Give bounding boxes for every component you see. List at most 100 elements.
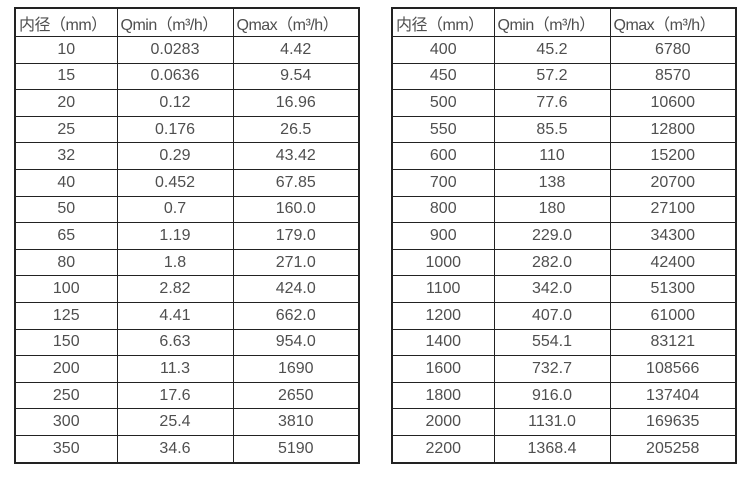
- table-cell-qmin: 342.0: [493, 275, 611, 303]
- table-cell-qmin: 0.452: [116, 168, 234, 197]
- table-cell-diameter: 15: [14, 62, 118, 91]
- table-cell-qmax: 27100: [609, 195, 737, 224]
- table-cell-qmax: 137404: [609, 381, 737, 410]
- table-cell-diameter: 1600: [391, 355, 495, 383]
- table-cell-diameter: 550: [391, 115, 495, 144]
- table-cell-qmax: 6780: [609, 36, 737, 64]
- table-cell-qmin: 229.0: [493, 222, 611, 250]
- table-row: 150 6.63 954.0: [14, 328, 360, 357]
- table-cell-qmin: 1368.4: [493, 434, 611, 464]
- table-cell-diameter: 2000: [391, 408, 495, 436]
- table-cell-qmin: 1.8: [116, 248, 234, 277]
- table-cell-qmin: 1131.0: [493, 408, 611, 436]
- table-cell-diameter: 150: [14, 328, 118, 357]
- table-row: 350 34.6 5190: [14, 434, 360, 464]
- table-cell-qmin: 732.7: [493, 355, 611, 383]
- table-cell-diameter: 900: [391, 222, 495, 250]
- table-row: 15 0.0636 9.54: [14, 62, 360, 91]
- table-cell-qmin: 0.29: [116, 142, 234, 170]
- table-cell-qmax: 5190: [232, 434, 360, 464]
- table-cell-diameter: 32: [14, 142, 118, 170]
- table-cell-diameter: 1400: [391, 328, 495, 357]
- table-cell-qmin: 34.6: [116, 434, 234, 464]
- table-cell-diameter: 200: [14, 355, 118, 383]
- table-row: 1200 407.0 61000: [391, 301, 737, 330]
- table-cell-diameter: 80: [14, 248, 118, 277]
- table-cell-qmin: 0.12: [116, 89, 234, 117]
- table-row: 250 17.6 2650: [14, 381, 360, 410]
- table-cell-qmax: 67.85: [232, 168, 360, 197]
- table-cell-qmin: 57.2: [493, 62, 611, 91]
- table-row: 700 138 20700: [391, 168, 737, 197]
- table-cell-qmin: 0.0636: [116, 62, 234, 91]
- table-row: 25 0.176 26.5: [14, 115, 360, 144]
- table-cell-diameter: 300: [14, 408, 118, 436]
- table-cell-diameter: 250: [14, 381, 118, 410]
- table-cell-diameter: 65: [14, 222, 118, 250]
- table-row: 900 229.0 34300: [391, 222, 737, 250]
- table-cell-qmax: 42400: [609, 248, 737, 277]
- table-row: 2200 1368.4 205258: [391, 434, 737, 464]
- table-cell-diameter: 1100: [391, 275, 495, 303]
- table-row: 1800 916.0 137404: [391, 381, 737, 410]
- table-cell-qmin: 77.6: [493, 89, 611, 117]
- table-cell-qmax: 954.0: [232, 328, 360, 357]
- table-cell-qmax: 16.96: [232, 89, 360, 117]
- table-cell-diameter: 40: [14, 168, 118, 197]
- table-row: 100 2.82 424.0: [14, 275, 360, 303]
- table-cell-qmin: 180: [493, 195, 611, 224]
- table-cell-qmax: 424.0: [232, 275, 360, 303]
- table-cell-qmax: 12800: [609, 115, 737, 144]
- table-cell-qmax: 169635: [609, 408, 737, 436]
- table-cell-qmax: 26.5: [232, 115, 360, 144]
- table-cell-qmin: 1.19: [116, 222, 234, 250]
- table-cell-qmin: 25.4: [116, 408, 234, 436]
- table-cell-qmin: 0.7: [116, 195, 234, 224]
- table-cell-qmax: 15200: [609, 142, 737, 170]
- table-row: 20 0.12 16.96: [14, 89, 360, 117]
- table-cell-diameter: 125: [14, 301, 118, 330]
- table-cell-qmax: 34300: [609, 222, 737, 250]
- table-cell-qmax: 179.0: [232, 222, 360, 250]
- table-cell-diameter: 1800: [391, 381, 495, 410]
- table-cell-diameter: 1000: [391, 248, 495, 277]
- table-cell-qmin: 2.82: [116, 275, 234, 303]
- table-cell-qmax: 43.42: [232, 142, 360, 170]
- column-header-diameter: 内径（mm）: [14, 7, 118, 37]
- table-cell-qmin: 110: [493, 142, 611, 170]
- table-cell-qmax: 20700: [609, 168, 737, 197]
- table-cell-diameter: 350: [14, 434, 118, 464]
- table-cell-qmin: 138: [493, 168, 611, 197]
- table-cell-qmax: 1690: [232, 355, 360, 383]
- table-row: 40 0.452 67.85: [14, 168, 360, 197]
- table-cell-qmax: 160.0: [232, 195, 360, 224]
- table-cell-qmax: 662.0: [232, 301, 360, 330]
- table-cell-qmax: 205258: [609, 434, 737, 464]
- flow-spec-table-large-diameters: 内径（mm） Qmin（m³/h） Qmax（m³/h） 400 45.2 6780 450…: [391, 7, 737, 464]
- table-cell-qmax: 8570: [609, 62, 737, 91]
- table-cell-diameter: 400: [391, 36, 495, 64]
- column-header-qmax: Qmax（m³/h）: [609, 7, 737, 37]
- table-cell-diameter: 25: [14, 115, 118, 144]
- table-row: 1100 342.0 51300: [391, 275, 737, 303]
- column-header-qmax: Qmax（m³/h）: [232, 7, 360, 37]
- table-cell-qmax: 2650: [232, 381, 360, 410]
- table-cell-qmax: 9.54: [232, 62, 360, 91]
- table-row: 1000 282.0 42400: [391, 248, 737, 277]
- table-cell-qmax: 61000: [609, 301, 737, 330]
- header-row: 内径（mm） Qmin（m³/h） Qmax（m³/h）: [14, 7, 360, 37]
- table-row: 1600 732.7 108566: [391, 355, 737, 383]
- table-row: 400 45.2 6780: [391, 36, 737, 64]
- table-cell-qmax: 108566: [609, 355, 737, 383]
- table-row: 550 85.5 12800: [391, 115, 737, 144]
- table-cell-qmax: 271.0: [232, 248, 360, 277]
- column-header-qmin: Qmin（m³/h）: [493, 7, 611, 37]
- table-cell-diameter: 700: [391, 168, 495, 197]
- table-row: 2000 1131.0 169635: [391, 408, 737, 436]
- table-cell-diameter: 600: [391, 142, 495, 170]
- table-cell-qmax: 3810: [232, 408, 360, 436]
- table-cell-qmax: 10600: [609, 89, 737, 117]
- table-cell-qmax: 4.42: [232, 36, 360, 64]
- column-header-qmin: Qmin（m³/h）: [116, 7, 234, 37]
- table-cell-qmin: 45.2: [493, 36, 611, 64]
